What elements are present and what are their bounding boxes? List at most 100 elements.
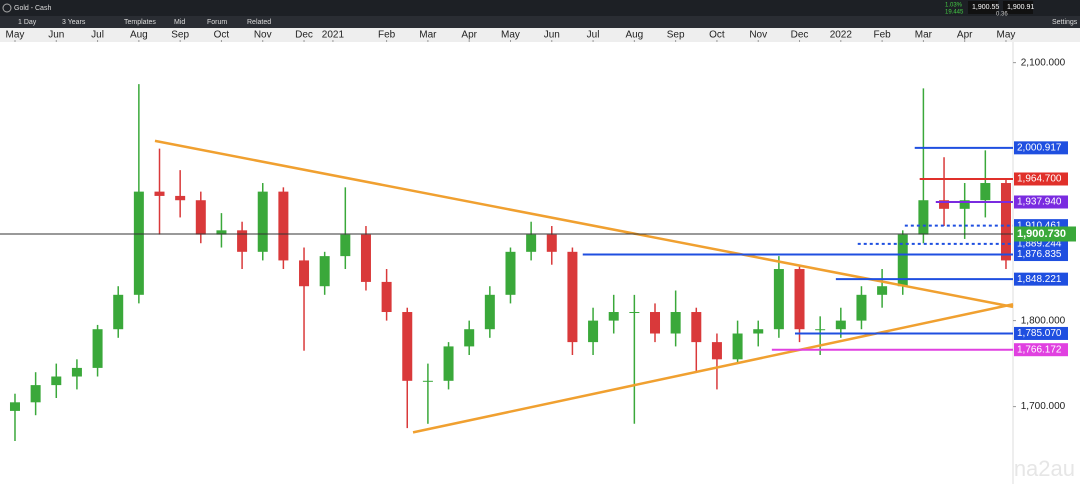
level-tag [1014, 248, 1068, 262]
x-tick-label: Sep [667, 30, 685, 41]
ask[interactable]: 1,900.91 [1007, 4, 1034, 11]
level-label: 1,910.461 [1017, 220, 1062, 231]
trendline [412, 303, 1014, 434]
interval[interactable]: 1 Day [18, 19, 37, 26]
candle-body [216, 230, 227, 235]
icon [2, 3, 12, 13]
candle-body [939, 200, 950, 209]
range[interactable]: 3 Years [62, 19, 86, 26]
level-label: 1,766.172 [1017, 344, 1062, 355]
ask-box[interactable] [1003, 1, 1033, 14]
toolbar-button[interactable]: Templates [124, 19, 156, 26]
candle-body [835, 320, 846, 330]
watermark: na2au [1014, 456, 1075, 481]
x-tick-label: Dec [791, 30, 809, 41]
candle-body [92, 329, 103, 368]
candle-body [133, 191, 144, 295]
x-tick-label: Nov [749, 30, 767, 41]
candle-body [815, 329, 826, 331]
level-label: 2,000.917 [1017, 142, 1062, 153]
candle-body [340, 234, 351, 257]
candle-body [30, 385, 41, 403]
x-tick-label: Dec [295, 30, 313, 41]
candle-body [650, 312, 661, 334]
candle-body [381, 281, 392, 313]
candle-body [959, 200, 970, 209]
spread: 0.36 [996, 12, 1008, 18]
x-tick-label: Aug [130, 30, 148, 41]
candle-body [526, 234, 537, 252]
x-tick-label: Feb [873, 30, 891, 41]
candle-body [918, 200, 929, 235]
candle-body [505, 251, 516, 295]
x-tick-label: Oct [709, 30, 725, 41]
x-tick-label: Mar [419, 30, 437, 41]
candle-body [360, 234, 371, 282]
toolbar-button[interactable]: Forum [207, 19, 227, 26]
x-tick-label: Oct [214, 30, 230, 41]
x-tick-label: May [6, 30, 25, 41]
candle-body [691, 312, 702, 343]
candle-body [443, 346, 454, 381]
candle-body [711, 342, 722, 360]
y-tick-label: 2,100.000 [1021, 57, 1066, 68]
candle-body [877, 286, 888, 295]
x-tick-label: Feb [378, 30, 396, 41]
candle-body [567, 251, 578, 343]
last-price-label: 1,900.730 [1017, 228, 1066, 240]
level-tag [1014, 141, 1068, 155]
candle-body [299, 260, 310, 287]
bid[interactable]: 1,900.55 [972, 4, 999, 11]
candle-body [175, 195, 186, 201]
level-label: 1,937.940 [1017, 197, 1062, 208]
toolbar-button[interactable]: Mid [174, 19, 185, 26]
candle-body [464, 329, 475, 347]
y-tick-label: 1,700.000 [1021, 401, 1066, 412]
candle-body [753, 329, 764, 334]
last-price-tag [1014, 226, 1076, 242]
candle-body [897, 234, 908, 287]
x-tick-label: Aug [625, 30, 643, 41]
top-bar [0, 0, 1080, 16]
candle-body [794, 269, 805, 330]
level-tag [1014, 326, 1068, 340]
x-tick-label: Jul [91, 30, 104, 41]
candle-body [546, 234, 557, 252]
candle-body [237, 230, 248, 252]
x-tick-label: 2022 [830, 30, 853, 41]
x-tick-label: Nov [254, 30, 272, 41]
toolbar-button[interactable]: Related [247, 19, 271, 26]
level-label: 1,876.835 [1017, 249, 1062, 260]
level-tag [1014, 172, 1068, 186]
time-axis [0, 28, 1080, 42]
candle-body [980, 183, 991, 201]
candle-body [9, 402, 20, 411]
instrument[interactable]: Gold - Cash [14, 5, 51, 12]
x-tick-label: May [997, 30, 1016, 41]
candle-body [670, 312, 681, 334]
candle-body [484, 294, 495, 330]
candle-body [319, 256, 330, 287]
x-tick-label: Mar [915, 30, 933, 41]
level-tag [1014, 272, 1068, 286]
settings[interactable]: Settings [1052, 19, 1078, 26]
x-tick-label: Jun [544, 30, 560, 41]
candle-body [51, 376, 62, 386]
candle-body [588, 320, 599, 343]
y-tick-label: 1,800.000 [1021, 315, 1066, 326]
x-tick-label: May [501, 30, 520, 41]
candle-body [856, 294, 867, 321]
x-tick-label: Apr [957, 30, 973, 41]
level-label: 1,964.700 [1017, 174, 1062, 185]
candle-body [629, 312, 640, 314]
level-label: 1,848.221 [1017, 274, 1062, 285]
bid-box[interactable] [968, 1, 998, 14]
level-label: 1,889.244 [1017, 239, 1062, 250]
change-pct: 1.03% [945, 3, 963, 9]
candle-body [195, 200, 206, 235]
candle-body [732, 333, 743, 360]
x-tick-label: Jun [48, 30, 64, 41]
x-tick-label: Jul [587, 30, 600, 41]
candle-body [278, 191, 289, 261]
